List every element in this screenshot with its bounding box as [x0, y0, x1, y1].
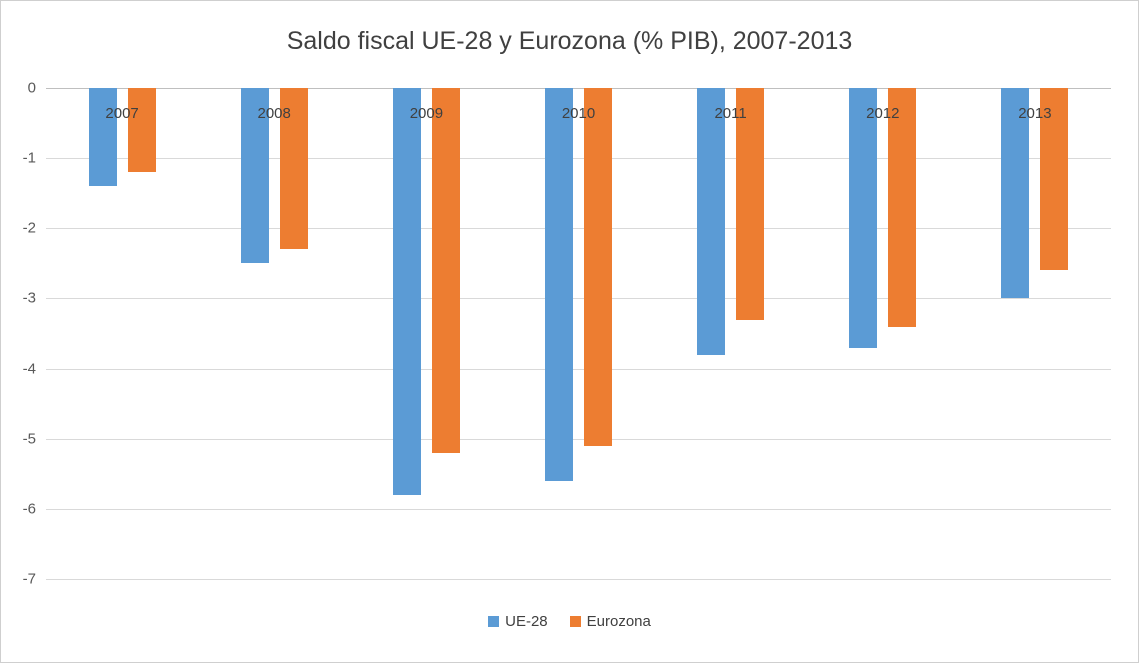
zero-axis-line: [46, 88, 1111, 89]
y-tick-label: -5: [22, 430, 36, 448]
bar-2012-ue28: [849, 88, 878, 348]
gridline: [46, 438, 1111, 440]
y-tick-label: -3: [22, 289, 36, 307]
legend-label-eurozona: Eurozona: [586, 613, 651, 630]
legend-swatch-eurozona: [569, 616, 581, 627]
chart-legend: UE-28 Eurozona: [1, 613, 1138, 630]
gridline: [46, 508, 1111, 510]
bar-2008-ue28: [240, 88, 269, 264]
legend-label-ue28: UE-28: [505, 613, 548, 630]
category-label-2008: 2008: [257, 105, 291, 122]
bar-2013-eurozona: [1040, 88, 1069, 271]
y-tick-label: -2: [22, 219, 36, 237]
category-label-2013: 2013: [1018, 105, 1052, 122]
bar-2012-eurozona: [888, 88, 917, 327]
plot-area: 0 -1 -2 -3 -4 -5 -6 -7 2007 2008 2009 2010 2011 2012 2…: [23, 81, 1111, 587]
legend-item-eurozona: Eurozona: [569, 613, 651, 630]
bar-2013-ue28: [1001, 88, 1030, 299]
chart-title: Saldo fiscal UE-28 y Eurozona (% PIB), 2…: [286, 27, 853, 55]
y-tick-label: 0: [27, 79, 36, 97]
bar-2011-eurozona: [736, 88, 765, 320]
bar-2007-eurozona: [127, 88, 156, 173]
bar-2010-eurozona: [584, 88, 612, 446]
bar-2009-eurozona: [431, 88, 460, 453]
bar-2010-ue28: [545, 88, 573, 481]
bar-2007-ue28: [88, 88, 117, 187]
bar-2011-ue28: [697, 88, 726, 355]
legend-item-ue28: UE-28: [488, 613, 548, 630]
bar-2009-ue28: [392, 88, 421, 495]
category-label-2010: 2010: [561, 105, 596, 122]
gridline: [46, 579, 1111, 580]
category-label-2007: 2007: [105, 105, 139, 122]
bar-2008-eurozona: [279, 88, 308, 250]
y-tick-label: -6: [22, 500, 36, 518]
category-label-2012: 2012: [866, 105, 900, 122]
y-tick-label: -7: [22, 570, 36, 588]
gridline: [46, 298, 1111, 300]
y-tick-label: -1: [22, 149, 36, 167]
gridline: [46, 158, 1111, 160]
legend-swatch-ue28: [488, 616, 500, 627]
gridline: [46, 228, 1111, 230]
y-tick-label: -4: [22, 360, 36, 378]
category-label-2011: 2011: [714, 105, 747, 122]
category-label-2009: 2009: [409, 105, 444, 122]
gridline: [46, 368, 1111, 370]
